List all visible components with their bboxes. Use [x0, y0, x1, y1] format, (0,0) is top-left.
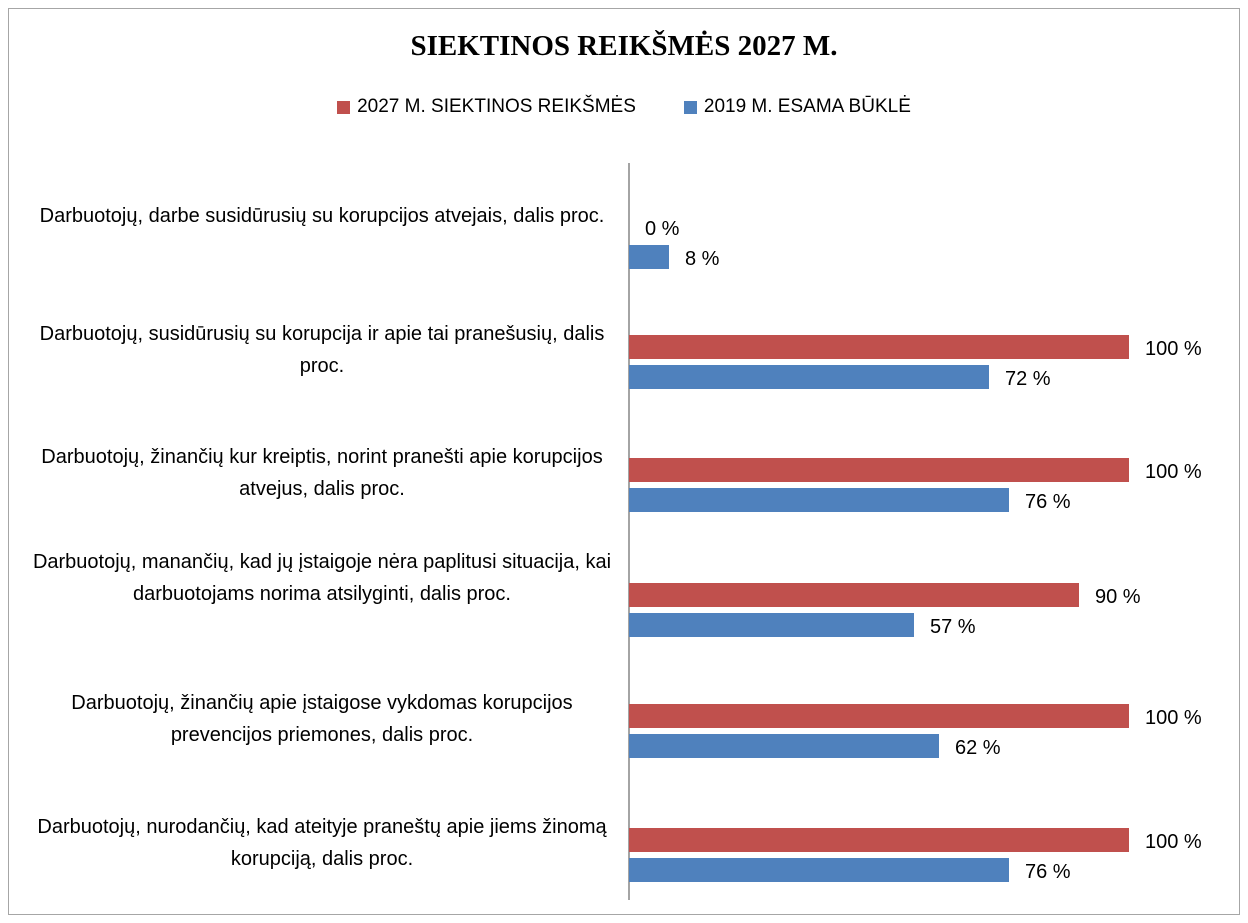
data-label-2027-6: 100 %	[1145, 831, 1202, 853]
bar-2019-2	[629, 365, 989, 389]
data-label-2019-4: 57 %	[930, 616, 976, 638]
chart-frame	[8, 8, 1240, 915]
data-label-2027-1: 0 %	[645, 218, 680, 240]
bar-2019-5	[629, 734, 939, 758]
data-label-2019-2: 72 %	[1005, 368, 1051, 390]
category-label-3: Darbuotojų, žinančių kur kreiptis, norin…	[41, 446, 603, 500]
data-label-2027-3: 100 %	[1145, 461, 1202, 483]
data-label-2019-5: 62 %	[955, 737, 1001, 759]
bar-2019-1	[629, 245, 669, 269]
category-label-1: Darbuotojų, darbe susidūrusių su korupci…	[39, 205, 605, 227]
bar-2027-4	[629, 583, 1079, 607]
legend-label-2027: 2027 M. SIEKTINOS REIKŠMĖS	[357, 96, 636, 117]
category-label-5: Darbuotojų, žinančių apie įstaigose vykd…	[71, 692, 573, 746]
legend-item-2027: 2027 M. SIEKTINOS REIKŠMĖS	[337, 96, 636, 118]
data-label-2027-4: 90 %	[1095, 586, 1141, 608]
legend-label-2019: 2019 M. ESAMA BŪKLĖ	[703, 96, 911, 117]
bar-2019-6	[629, 858, 1009, 882]
bar-2027-3	[629, 458, 1129, 482]
legend-swatch-2019	[683, 100, 697, 114]
category-label-4: Darbuotojų, manančių, kad jų įstaigoje n…	[32, 551, 612, 605]
category-label-6: Darbuotojų, nurodančių, kad ateityje pra…	[37, 816, 607, 870]
legend: 2027 M. SIEKTINOS REIKŠMĖS 2019 M. ESAMA…	[0, 96, 1248, 118]
data-label-2019-3: 76 %	[1025, 491, 1071, 513]
data-label-2019-1: 8 %	[685, 248, 720, 270]
legend-item-2019: 2019 M. ESAMA BŪKLĖ	[683, 96, 911, 118]
bar-2027-2	[629, 335, 1129, 359]
data-label-2027-2: 100 %	[1145, 338, 1202, 360]
bar-2019-3	[629, 488, 1009, 512]
legend-swatch-2027	[337, 100, 351, 114]
bar-2027-5	[629, 704, 1129, 728]
bar-2019-4	[629, 613, 914, 637]
chart-title: SIEKTINOS REIKŠMĖS 2027 M.	[410, 30, 838, 62]
data-label-2019-6: 76 %	[1025, 861, 1071, 883]
category-label-2: Darbuotojų, susidūrusių su korupcija ir …	[39, 323, 605, 377]
bar-2027-6	[629, 828, 1129, 852]
data-label-2027-5: 100 %	[1145, 707, 1202, 729]
